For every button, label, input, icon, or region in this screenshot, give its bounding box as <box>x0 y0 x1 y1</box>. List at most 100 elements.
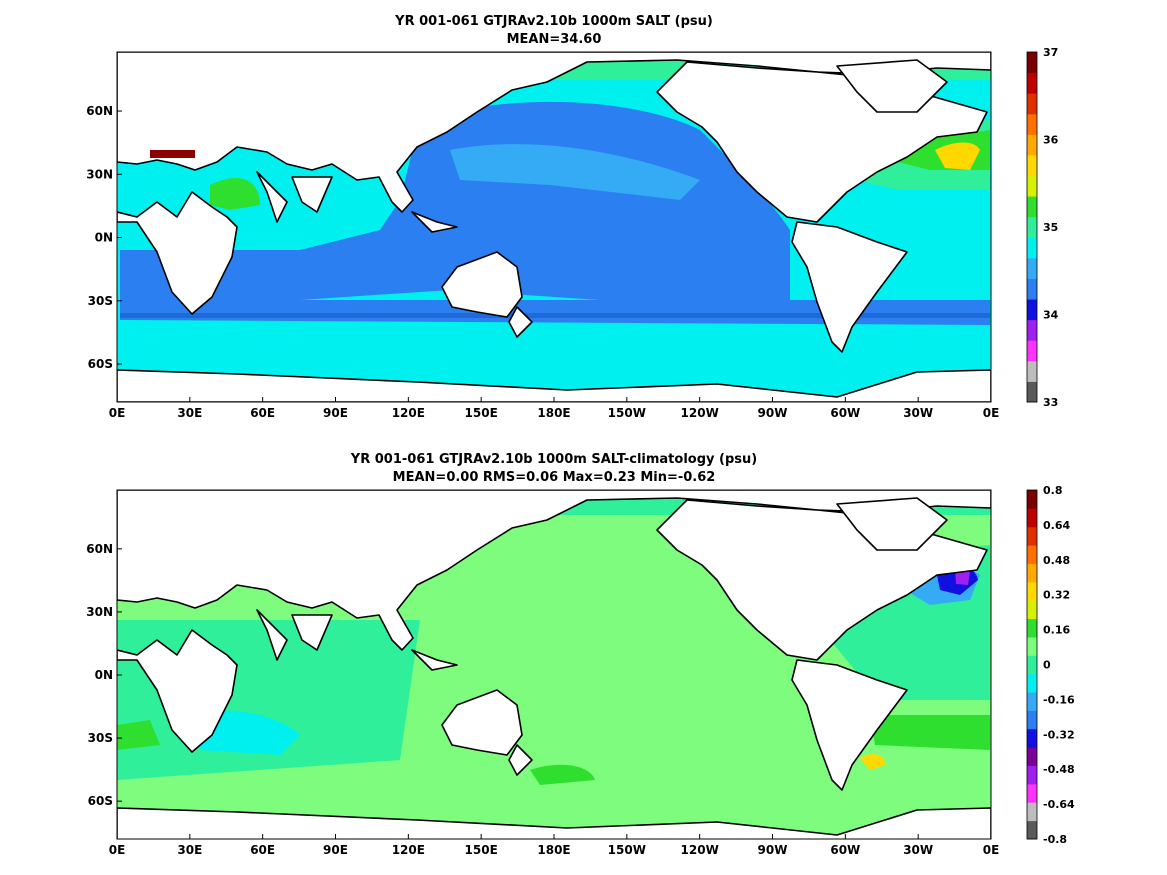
bottom-y-tick-label: 60N <box>86 542 113 556</box>
top-title: YR 001-061 GTJRAv2.10b 1000m SALT (psu) <box>394 14 713 29</box>
bottom-colorbar-swatch <box>1027 545 1037 564</box>
top-colorbar-label: 35 <box>1043 221 1058 234</box>
colorbars: 37 36 35 34 33 0.8 0.64 0.48 0.32 0.16 0 -0.16 -0.32… <box>1026 46 1075 846</box>
top-colorbar-swatch <box>1027 175 1037 197</box>
bottom-colorbar-label: -0.48 <box>1043 763 1075 776</box>
top-colorbar-swatch <box>1027 319 1037 341</box>
top-colorbar-swatch <box>1027 381 1037 403</box>
top-mediterranean <box>150 150 195 158</box>
top-colorbar-swatch <box>1027 278 1037 300</box>
top-pacific-low-salinity <box>120 101 790 311</box>
bottom-agulhas <box>117 720 160 750</box>
bottom-colorbar-swatch <box>1027 490 1037 509</box>
bottom-colorbar-swatch <box>1027 655 1037 675</box>
bottom-colorbar-label: 0.64 <box>1043 519 1070 532</box>
bottom-x-tick-label: 60E <box>250 843 275 857</box>
top-colorbar-label: 37 <box>1043 46 1058 59</box>
top-colorbar-swatch <box>1027 134 1037 156</box>
bottom-colorbar-swatch <box>1027 728 1037 748</box>
top-x-tick-label: 60E <box>250 406 275 420</box>
bottom-colorbar-swatch <box>1027 747 1037 767</box>
bottom-colorbar-swatch <box>1027 783 1037 803</box>
bottom-colorbar-label: 0.16 <box>1043 624 1070 637</box>
top-med-outflow <box>935 142 980 170</box>
top-colorbar-swatch <box>1027 196 1037 218</box>
top-x-tick-label: 90W <box>758 406 788 420</box>
top-y-tick-label: 30S <box>88 294 113 308</box>
bottom-colorbar-label: 0 <box>1043 659 1051 672</box>
bottom-x-tick-label: 120W <box>681 843 719 857</box>
bottom-colorbar-frame <box>1026 489 1038 840</box>
top-colorbar-label: 34 <box>1043 309 1059 322</box>
top-colorbar-swatch <box>1027 216 1037 238</box>
top-x-tick-label: 150W <box>608 406 646 420</box>
bottom-colorbar-swatch <box>1027 600 1037 620</box>
top-x-tick-label: 60W <box>830 406 860 420</box>
top-southern-core <box>120 313 990 318</box>
top-x-tick-label: 120W <box>681 406 719 420</box>
top-colorbar-swatch <box>1027 154 1037 177</box>
bottom-colorbar-label: -0.16 <box>1043 693 1075 706</box>
bottom-colorbar-swatch <box>1027 765 1037 785</box>
bottom-title: YR 001-061 GTJRAv2.10b 1000m SALT-climat… <box>350 452 757 467</box>
top-colorbar-swatch <box>1027 72 1037 94</box>
top-x-tick-label: 0E <box>983 406 1000 420</box>
bottom-colorbar-label: -0.8 <box>1043 833 1067 846</box>
bottom-y-tick-label: 30S <box>88 731 113 745</box>
bottom-colorbar-label: 0.8 <box>1043 484 1063 497</box>
bottom-y-tick-label: 60S <box>88 794 113 808</box>
top-pacific-mid <box>450 144 700 200</box>
bottom-colorbar-swatch <box>1027 618 1037 638</box>
bottom-colorbar-label: -0.64 <box>1043 798 1075 811</box>
bottom-colorbar-label: -0.32 <box>1043 728 1075 741</box>
top-colorbar-swatch <box>1027 52 1037 74</box>
top-x-tick-label: 30E <box>177 406 202 420</box>
bottom-gulfstream-min <box>955 570 970 585</box>
top-y-tick-label: 60N <box>86 104 113 118</box>
top-x-tick-label: 0E <box>109 406 126 420</box>
top-map-panel <box>117 52 991 402</box>
bottom-x-tick-label: 90E <box>323 843 348 857</box>
bottom-colorbar-swatch <box>1027 802 1037 822</box>
bottom-x-tick-label: 0E <box>983 843 1000 857</box>
top-y-tick-label: 60S <box>88 357 113 371</box>
bottom-x-tick-label: 90W <box>758 843 788 857</box>
bottom-map-panel <box>117 490 991 839</box>
top-colorbar-swatch <box>1027 93 1037 115</box>
bottom-y-tick-label: 30N <box>86 605 113 619</box>
bottom-south-atlantic <box>870 715 990 750</box>
bottom-colorbar-swatch <box>1027 508 1037 528</box>
top-x-tick-label: 30W <box>903 406 933 420</box>
bottom-x-tick-label: 150W <box>608 843 646 857</box>
top-x-tick-label: 120E <box>392 406 425 420</box>
bottom-malvinas <box>860 754 885 770</box>
top-colorbar-swatch <box>1027 340 1037 362</box>
bottom-south-pacific-high <box>530 764 595 785</box>
top-colorbar-label: 33 <box>1043 396 1058 409</box>
bottom-x-tick-label: 120E <box>392 843 425 857</box>
top-x-tick-label: 180E <box>537 406 570 420</box>
top-x-tick-label: 150E <box>465 406 498 420</box>
bottom-x-tick-label: 0E <box>109 843 126 857</box>
bottom-colorbar-swatch <box>1027 692 1037 711</box>
bottom-colorbar-swatch <box>1027 636 1037 656</box>
bottom-colorbar-swatch <box>1027 710 1037 730</box>
top-subtitle: MEAN=34.60 <box>507 32 602 47</box>
bottom-colorbar-label: 0.32 <box>1043 589 1070 602</box>
bottom-y-tick-label: 0N <box>95 668 113 682</box>
bottom-subtitle: MEAN=0.00 RMS=0.06 Max=0.23 Min=-0.62 <box>393 470 716 485</box>
bottom-x-tick-label: 150E <box>465 843 498 857</box>
bottom-colorbar-swatch <box>1027 563 1037 583</box>
top-y-tick-label: 30N <box>86 167 113 181</box>
top-colorbar-swatch <box>1027 113 1037 135</box>
top-colorbar-frame <box>1026 51 1038 403</box>
top-colorbar-swatch <box>1027 237 1037 259</box>
bottom-colorbar-swatch <box>1027 820 1037 840</box>
bottom-x-tick-label: 60W <box>830 843 860 857</box>
top-arabian-sea <box>210 177 260 210</box>
top-x-tick-label: 90E <box>323 406 348 420</box>
top-colorbar-swatch <box>1027 360 1037 382</box>
top-y-tick-label: 0N <box>95 231 113 245</box>
top-southern-band <box>120 300 990 325</box>
